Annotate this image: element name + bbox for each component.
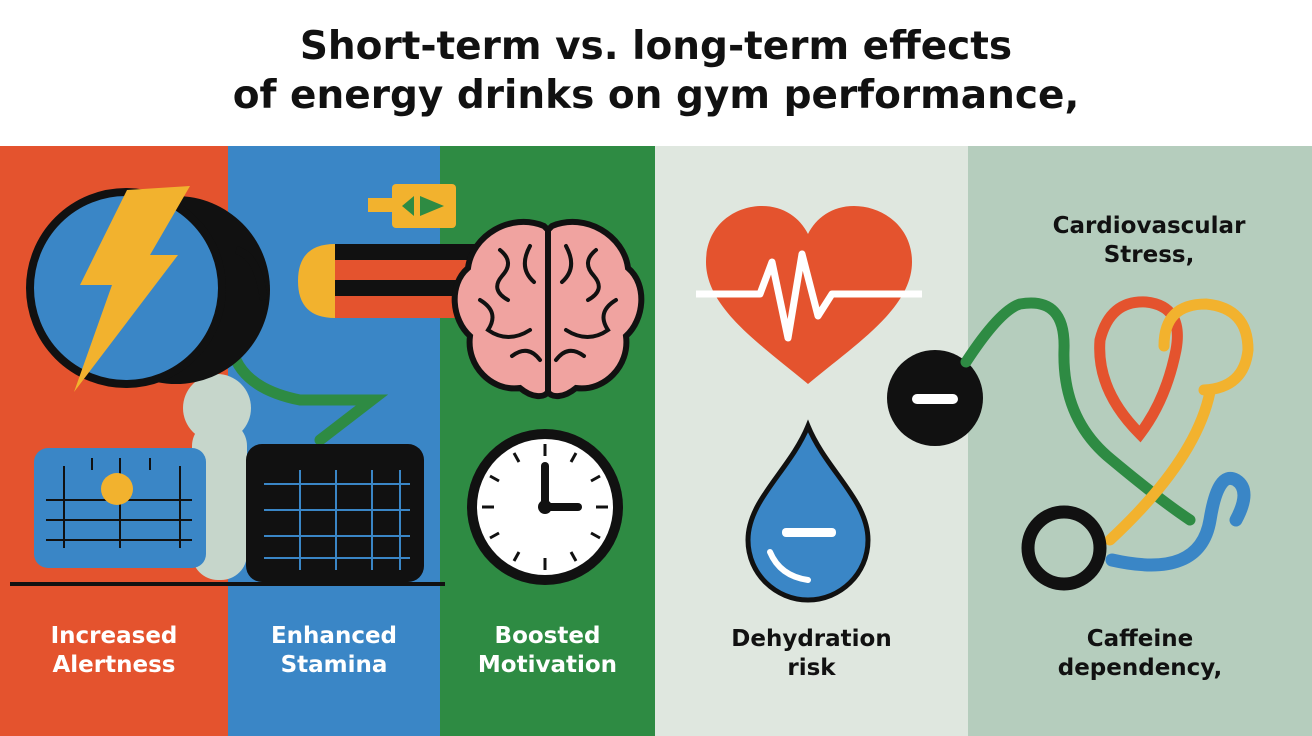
schedule-grid-icon [246, 444, 424, 582]
infographic-title: Short-term vs. long-term effects of ener… [0, 22, 1312, 120]
label-motivation-line2: Motivation [477, 652, 618, 678]
label-caffeine: Caffeine dependency, [1000, 625, 1280, 683]
label-motivation-line1: Boosted [494, 623, 601, 649]
label-dehydration: Dehydration risk [655, 625, 968, 683]
infographic-artwork [0, 146, 1312, 736]
label-caffeine-line2: dependency, [1057, 655, 1223, 681]
label-cardiovascular: Cardiovascular Stress, [1030, 212, 1268, 270]
calendar-grid-icon [34, 448, 206, 568]
label-stamina: Enhanced Stamina [228, 622, 440, 680]
label-dehydration-line1: Dehydration [731, 626, 892, 652]
label-alertness-line1: Increased [50, 623, 178, 649]
minus-icon [887, 350, 983, 446]
label-cardiovascular-line2: Stress, [1103, 242, 1195, 268]
title-line-1: Short-term vs. long-term effects [299, 24, 1013, 69]
water-drop-icon [745, 419, 871, 603]
label-dehydration-line2: risk [787, 655, 836, 681]
battery-icon [298, 244, 485, 318]
label-stamina-line1: Enhanced [270, 623, 398, 649]
arrow-tag-icon [368, 184, 456, 228]
title-line-2: of energy drinks on gym performance, [232, 73, 1080, 118]
brain-icon [451, 218, 645, 400]
stethoscope-icon [960, 296, 1254, 591]
label-stamina-line2: Stamina [280, 652, 388, 678]
connector-pipes [230, 354, 389, 446]
label-cardiovascular-line1: Cardiovascular [1052, 213, 1246, 239]
label-motivation: Boosted Motivation [440, 622, 655, 680]
label-alertness-line2: Alertness [52, 652, 176, 678]
heartbeat-icon [696, 206, 922, 384]
lightning-bolt-icon [26, 186, 270, 392]
label-caffeine-line1: Caffeine [1086, 626, 1194, 652]
clock-icon [467, 429, 623, 585]
label-alertness: Increased Alertness [0, 622, 228, 680]
